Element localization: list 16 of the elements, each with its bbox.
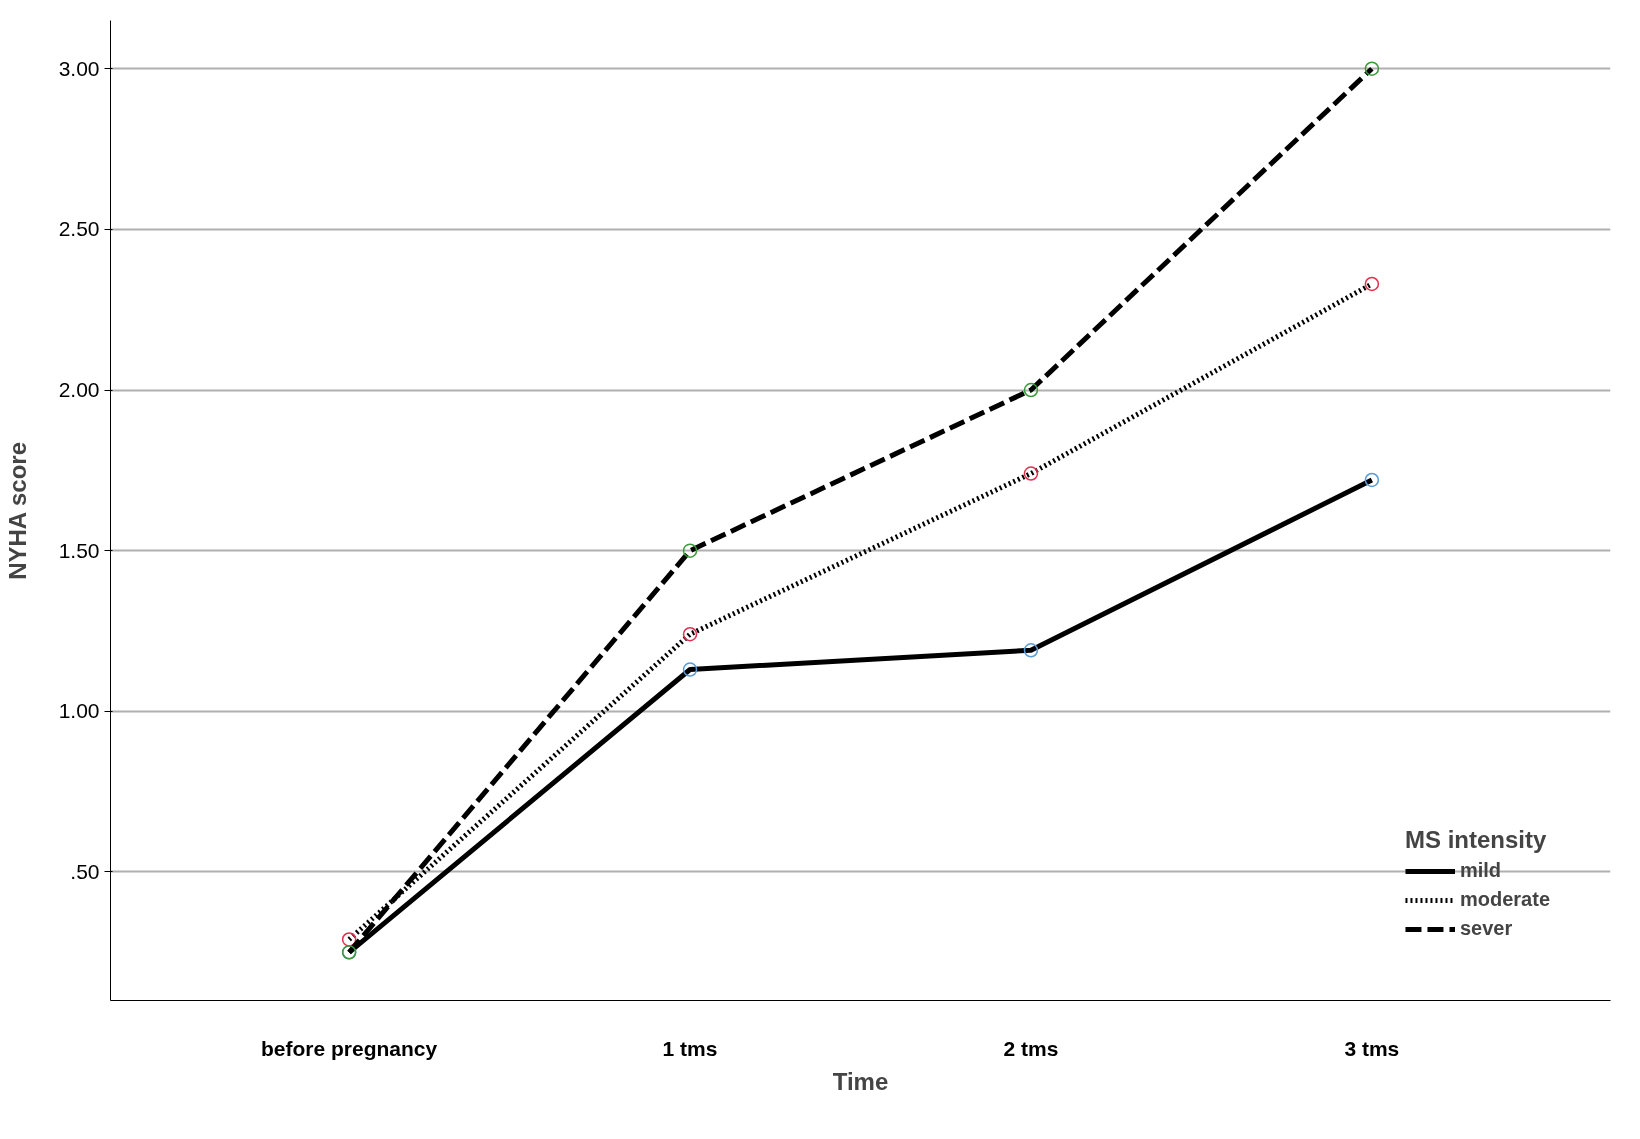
x-tick-label: 2 tms: [1003, 1036, 1059, 1060]
y-tick-label: 1.50: [58, 538, 100, 562]
x-tick-label: 3 tms: [1344, 1036, 1400, 1060]
legend-label: sever: [1459, 917, 1513, 940]
y-axis-title: NYHA score: [3, 442, 31, 580]
y-tick-label: 2.50: [58, 217, 100, 241]
x-axis-title: Time: [832, 1067, 889, 1095]
legend-label: mild: [1459, 859, 1502, 882]
legend-label: moderate: [1459, 888, 1550, 911]
legend-title: MS intensity: [1404, 826, 1548, 854]
x-tick-label: 1 tms: [662, 1036, 718, 1060]
x-tick-label: before pregnancy: [261, 1036, 438, 1060]
y-tick-label: .50: [70, 859, 100, 883]
y-tick-label: 1.00: [58, 699, 100, 723]
y-tick-label: 3.00: [58, 56, 100, 80]
y-tick-label: 2.00: [58, 378, 100, 402]
